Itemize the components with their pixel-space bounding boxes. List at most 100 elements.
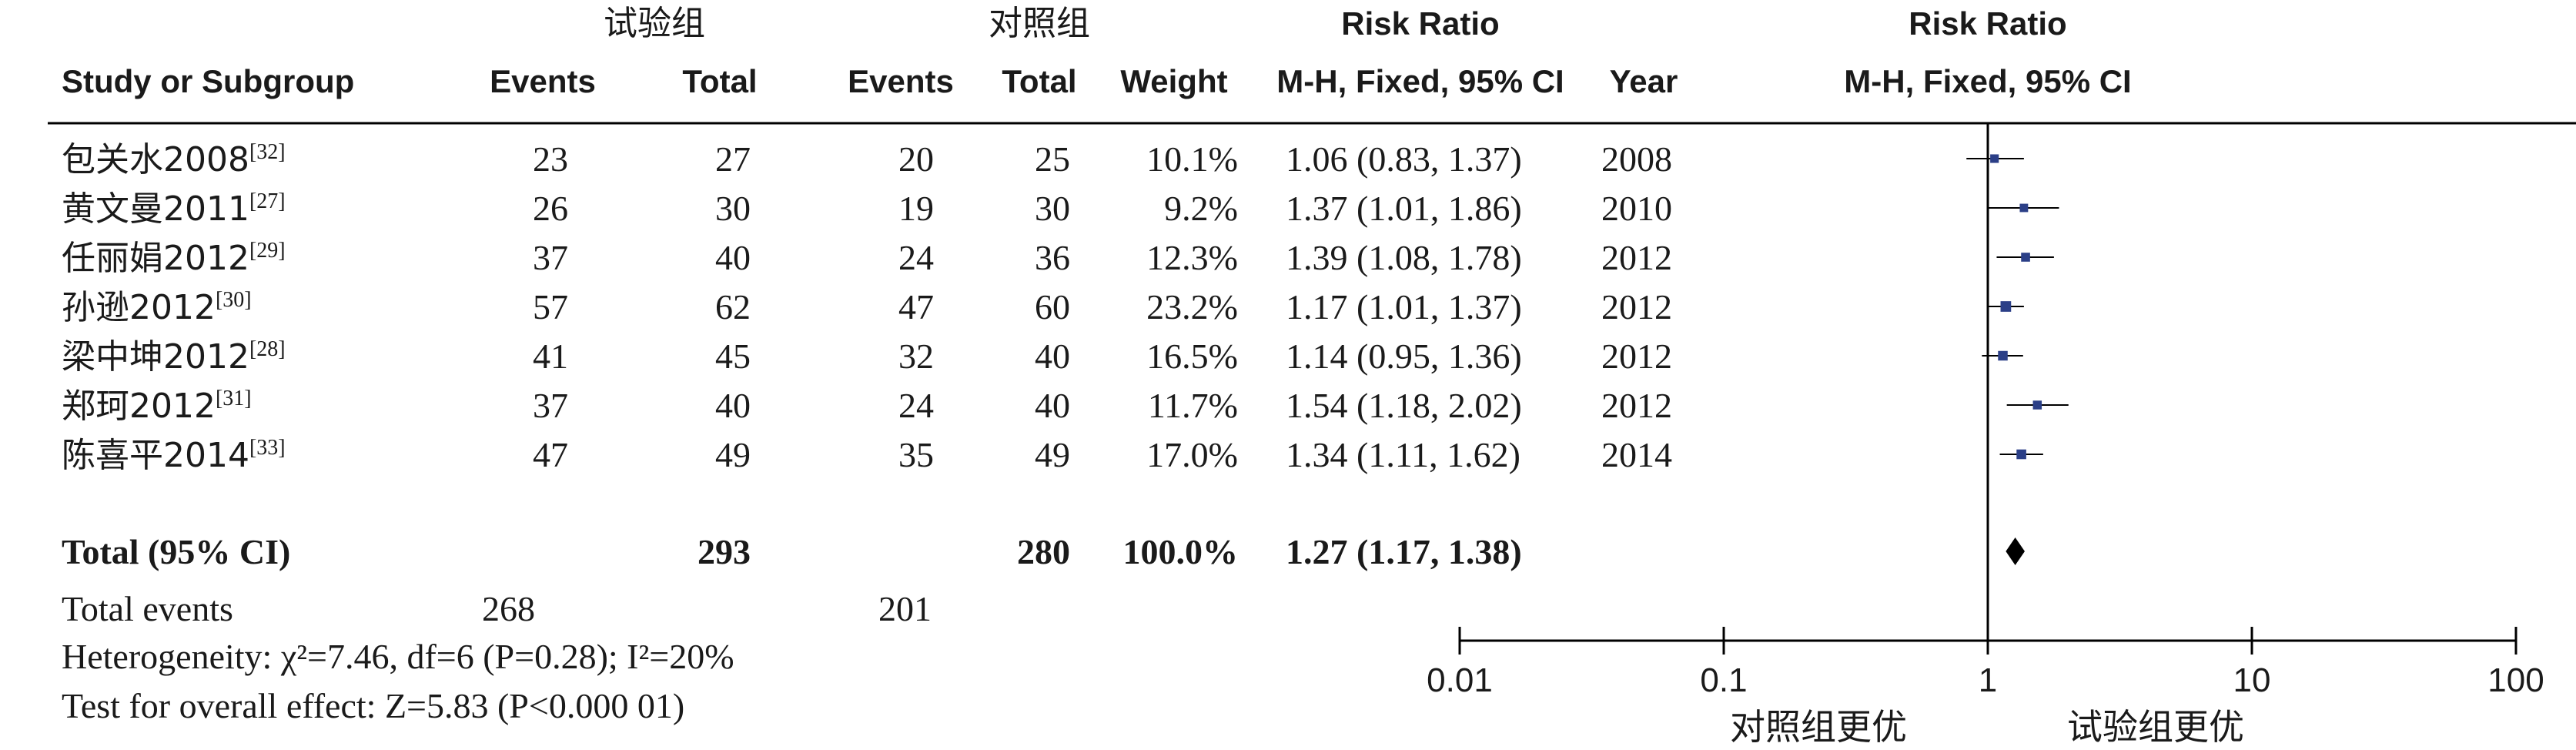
study-ci: 1.37 (1.01, 1.86)	[1286, 189, 1522, 228]
study-name: 包关水2008[32]	[62, 140, 286, 179]
study-ctrl-events: 35	[898, 435, 934, 474]
study-exp-total: 27	[715, 139, 751, 179]
study-name: 梁中坤2012[28]	[62, 337, 286, 377]
study-ctrl-total: 25	[1035, 139, 1070, 179]
rr-column-title: Risk Ratio	[1341, 5, 1499, 42]
study-ctrl-events: 24	[898, 386, 934, 425]
exp-total-header: Total	[682, 63, 757, 99]
study-exp-total: 62	[715, 287, 751, 326]
study-row: 任丽娟2012[29] 37 40 24 36 12.3% 1.39 (1.08, 1.78…	[62, 238, 2054, 278]
study-rows: 包关水2008[32] 23 27 20 25 10.1% 1.06 (0.83, 1.37…	[62, 139, 2069, 475]
study-row: 包关水2008[32] 23 27 20 25 10.1% 1.06 (0.83, 1.37…	[62, 139, 2024, 179]
exp-events-header: Events	[490, 63, 596, 99]
study-weight: 10.1%	[1146, 139, 1238, 179]
effect-marker	[2021, 253, 2030, 262]
study-weight: 9.2%	[1164, 189, 1238, 228]
ctrl-total-header: Total	[1002, 63, 1076, 99]
total-exp-total: 293	[698, 532, 751, 571]
study-row: 梁中坤2012[28] 41 45 32 40 16.5% 1.14 (0.95, 1.36…	[62, 336, 2023, 377]
effect-marker	[2000, 301, 2012, 312]
study-exp-total: 45	[715, 336, 751, 376]
study-year: 2012	[1601, 336, 1672, 376]
study-weight: 17.0%	[1146, 435, 1238, 474]
study-name: 孙逊2012[30]	[62, 288, 252, 327]
x-axis: 0.01 0.1 1 10 100	[1427, 627, 2544, 699]
study-weight: 12.3%	[1146, 238, 1238, 277]
year-header: Year	[1610, 63, 1678, 99]
study-year: 2012	[1601, 287, 1672, 326]
study-row: 陈喜平2014[33] 47 49 35 49 17.0% 1.34 (1.11, 1.62…	[62, 435, 2043, 475]
study-ctrl-events: 24	[898, 238, 934, 277]
study-ctrl-events: 32	[898, 336, 934, 376]
effect-marker	[2032, 400, 2042, 410]
total-weight: 100.0%	[1123, 532, 1239, 571]
study-name: 黄文曼2011[27]	[62, 189, 286, 229]
total-events-ctrl: 201	[878, 589, 932, 628]
tick-label: 10	[2233, 661, 2271, 699]
study-year: 2012	[1601, 386, 1672, 425]
heterogeneity-text: Heterogeneity: χ²=7.46, df=6 (P=0.28); I…	[62, 637, 734, 676]
study-ctrl-total: 49	[1035, 435, 1070, 474]
rr-method-header: M-H, Fixed, 95% CI	[1276, 63, 1564, 99]
study-ctrl-total: 36	[1035, 238, 1070, 277]
study-row: 黄文曼2011[27] 26 30 19 30 9.2% 1.37 (1.01, 1.86)…	[62, 189, 2059, 229]
tick-label: 0.1	[1700, 661, 1747, 699]
total-events-exp: 268	[482, 589, 535, 628]
study-exp-events: 23	[533, 139, 568, 179]
plot-title: Risk Ratio	[1909, 5, 2066, 42]
study-ctrl-events: 20	[898, 139, 934, 179]
study-year: 2008	[1601, 139, 1672, 179]
effect-marker	[2016, 449, 2026, 460]
exp-group-header: 试验组	[604, 4, 705, 43]
study-year: 2012	[1601, 238, 1672, 277]
study-exp-events: 57	[533, 287, 568, 326]
study-exp-events: 37	[533, 238, 568, 277]
total-label: Total (95% CI)	[62, 532, 290, 571]
study-exp-events: 41	[533, 336, 568, 376]
study-ci: 1.54 (1.18, 2.02)	[1286, 386, 1522, 425]
study-weight: 23.2%	[1146, 287, 1238, 326]
total-events-label: Total events	[62, 589, 233, 628]
study-exp-total: 40	[715, 386, 751, 425]
study-exp-events: 47	[533, 435, 568, 474]
study-ctrl-total: 40	[1035, 336, 1070, 376]
effect-marker	[1998, 350, 2008, 361]
study-exp-total: 40	[715, 238, 751, 277]
ctrl-group-header: 对照组	[989, 4, 1090, 43]
study-year: 2014	[1601, 435, 1672, 474]
study-weight: 16.5%	[1146, 336, 1238, 376]
study-name: 郑珂2012[31]	[62, 387, 252, 426]
study-row: 郑珂2012[31] 37 40 24 40 11.7% 1.54 (1.18, 2.02)…	[62, 386, 2069, 426]
study-weight: 11.7%	[1148, 386, 1238, 425]
study-ctrl-total: 60	[1035, 287, 1070, 326]
study-name: 陈喜平2014[33]	[62, 436, 286, 475]
study-ctrl-total: 30	[1035, 189, 1070, 228]
study-year: 2010	[1601, 189, 1672, 228]
study-ci: 1.39 (1.08, 1.78)	[1286, 238, 1522, 277]
pooled-diamond	[2006, 537, 2025, 565]
tick-label: 100	[2487, 661, 2544, 699]
weight-header: Weight	[1120, 63, 1227, 99]
favours-experimental-label: 试验组更优	[2067, 706, 2244, 748]
effect-marker	[2019, 203, 2029, 213]
total-ci: 1.27 (1.17, 1.38)	[1286, 532, 1522, 571]
study-exp-events: 26	[533, 189, 568, 228]
study-exp-events: 37	[533, 386, 568, 425]
study-ctrl-events: 19	[898, 189, 934, 228]
study-column-header: Study or Subgroup	[62, 63, 354, 99]
study-ci: 1.06 (0.83, 1.37)	[1286, 139, 1522, 179]
study-exp-total: 30	[715, 189, 751, 228]
tick-label: 0.01	[1427, 661, 1493, 699]
study-ctrl-total: 40	[1035, 386, 1070, 425]
study-name: 任丽娟2012[29]	[62, 239, 286, 278]
tick-label: 1	[1979, 661, 1997, 699]
study-row: 孙逊2012[30] 57 62 47 60 23.2% 1.17 (1.01, 1.37)…	[62, 287, 2024, 327]
study-ctrl-events: 47	[898, 287, 934, 326]
study-ci: 1.14 (0.95, 1.36)	[1286, 336, 1522, 376]
overall-effect-text: Test for overall effect: Z=5.83 (P<0.000…	[62, 686, 684, 725]
study-exp-total: 49	[715, 435, 751, 474]
plot-method-header: M-H, Fixed, 95% CI	[1844, 63, 2131, 99]
total-ctrl-total: 280	[1017, 532, 1070, 571]
study-ci: 1.17 (1.01, 1.37)	[1286, 287, 1522, 326]
